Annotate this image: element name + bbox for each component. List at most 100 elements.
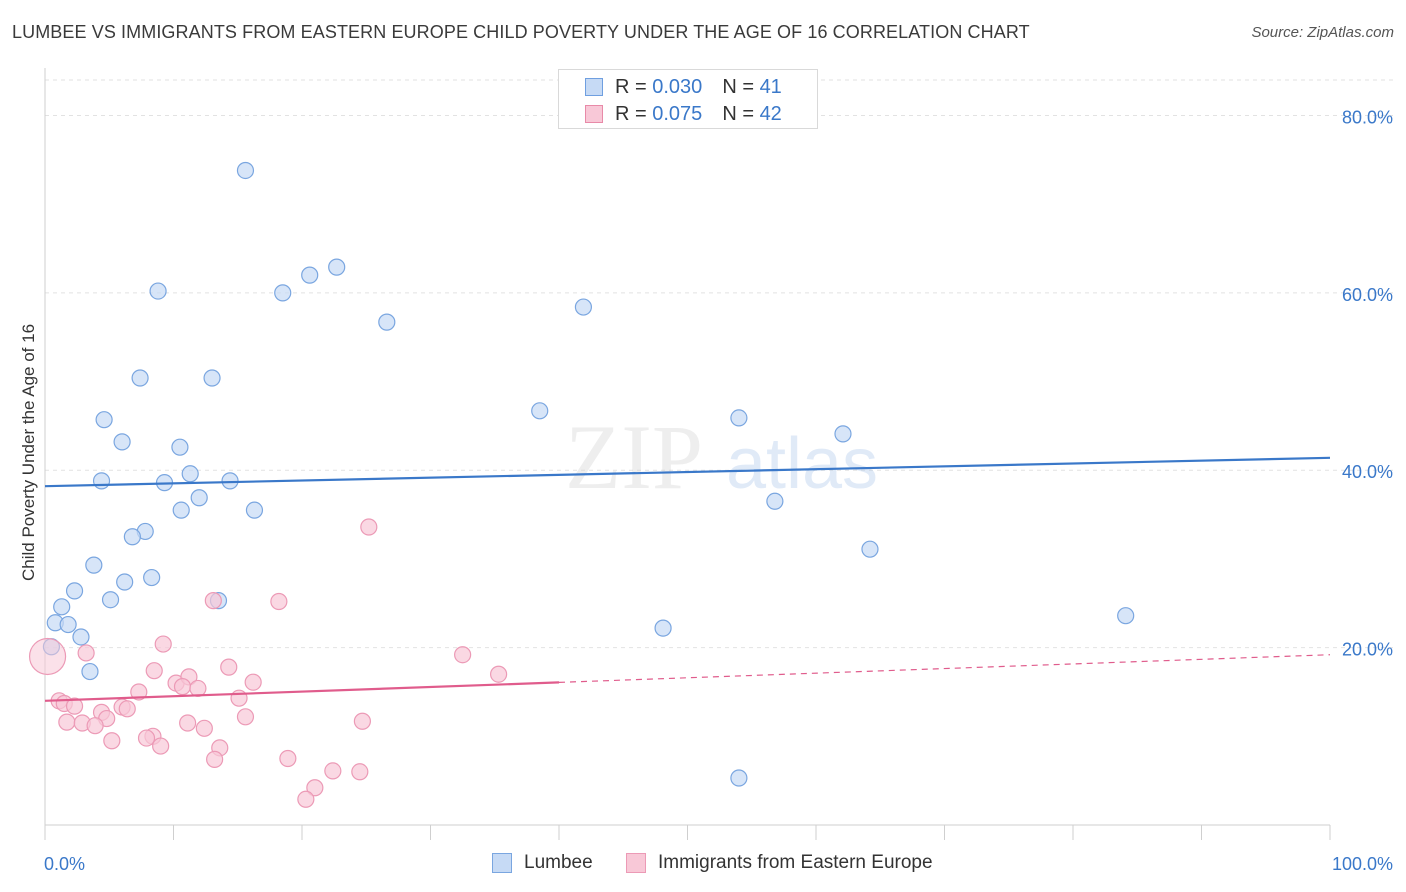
series-legend: Lumbee Immigrants from Eastern Europe	[0, 852, 1406, 878]
lumbee-point	[730, 769, 748, 787]
lumbee-point	[274, 284, 292, 302]
x-tick-label: 100.0%	[1332, 854, 1393, 874]
immigrants-point	[65, 697, 84, 715]
axes	[44, 68, 1331, 840]
r-value: 0.075	[652, 102, 703, 125]
r-label: R =	[615, 75, 647, 98]
n-label: N =	[722, 75, 754, 98]
lumbee-point	[378, 313, 396, 331]
immigrants-point	[173, 678, 192, 696]
legend-item-lumbee[interactable]: Lumbee	[492, 852, 593, 874]
lumbee-point	[171, 438, 189, 456]
immigrants-swatch	[585, 105, 603, 123]
y-tick-label: 20.0%	[1342, 640, 1393, 660]
chart-title: LUMBEE VS IMMIGRANTS FROM EASTERN EUROPE…	[12, 22, 1030, 42]
lumbee-point	[245, 501, 264, 519]
immigrants-point	[86, 717, 104, 735]
lumbee-point	[101, 591, 120, 609]
immigrants-point	[204, 592, 222, 610]
lumbee-point	[328, 258, 346, 276]
immigrants-point	[351, 763, 369, 781]
lumbee-point	[301, 266, 319, 284]
axis-labels: 20.0% 40.0% 60.0% 80.0% 0.0% 100.0% Child Pove…	[19, 107, 1393, 874]
y-tick-label: 40.0%	[1342, 462, 1393, 482]
lumbee-point	[131, 369, 149, 387]
lumbee-point	[53, 598, 71, 616]
immigrants-point	[490, 665, 508, 683]
lumbee-point	[730, 409, 748, 427]
watermark-zip: ZIP	[565, 406, 703, 508]
lumbee-point	[95, 411, 113, 429]
immigrants-point	[118, 700, 136, 718]
lumbee-point	[143, 568, 161, 587]
lumbee-point	[531, 402, 549, 420]
immigrants-point	[58, 713, 76, 731]
immigrants-point	[220, 658, 238, 676]
lumbee-point	[181, 465, 199, 483]
lumbee-point	[81, 662, 99, 681]
legend-item-immigrants[interactable]: Immigrants from Eastern Europe	[626, 852, 933, 874]
lumbee-point	[1117, 607, 1135, 625]
lumbee-point	[861, 540, 879, 558]
trend-line-immigrants-extrapolated	[558, 654, 1331, 683]
immigrants-point	[244, 673, 262, 691]
immigrants-point	[206, 750, 224, 768]
lumbee-point	[59, 615, 77, 634]
source-label: Source: ZipAtlas.com	[1251, 24, 1394, 41]
lumbee-point	[72, 628, 90, 646]
lumbee-point	[149, 282, 167, 300]
immigrants-point	[306, 779, 324, 797]
immigrants-point	[279, 749, 297, 768]
lumbee-swatch	[492, 853, 512, 873]
x-tick-label: 0.0%	[44, 854, 85, 874]
trend-line-immigrants	[44, 681, 560, 702]
lumbee-point	[190, 489, 208, 507]
lumbee-point	[834, 425, 852, 443]
legend-label: Lumbee	[524, 852, 593, 873]
immigrants-point	[77, 644, 95, 662]
lumbee-point	[221, 472, 239, 490]
lumbee-point	[65, 582, 84, 600]
immigrants-point	[154, 635, 172, 653]
immigrants-point	[195, 719, 213, 737]
immigrants-point	[454, 646, 472, 664]
lumbee-point	[654, 619, 672, 637]
lumbee-point	[172, 501, 190, 519]
stats-row-immigrants: R = 0.075 N = 42	[585, 102, 782, 126]
y-tick-label: 80.0%	[1342, 107, 1393, 127]
immigrants-point	[145, 662, 163, 680]
immigrants-point	[324, 762, 342, 780]
r-label: R =	[615, 102, 647, 125]
lumbee-point	[203, 369, 221, 387]
lumbee-point	[236, 161, 255, 180]
stats-row-lumbee: R = 0.030 N = 41	[585, 75, 782, 99]
immigrants-swatch	[626, 853, 646, 873]
lumbee-point	[766, 492, 784, 510]
y-tick-label: 60.0%	[1342, 285, 1393, 305]
lumbee-point	[123, 528, 141, 546]
watermark: ZIP atlas	[565, 406, 878, 508]
immigrants-point	[189, 679, 207, 698]
lumbee-point	[116, 573, 134, 591]
immigrants-point	[270, 592, 288, 611]
trend-line-lumbee	[44, 456, 1331, 488]
n-value: 41	[759, 75, 782, 98]
immigrants-point	[360, 518, 378, 536]
watermark-atlas: atlas	[726, 424, 878, 504]
immigrants-point	[297, 790, 315, 808]
immigrants-point	[130, 683, 148, 701]
immigrants-point	[137, 729, 156, 747]
immigrants-point	[152, 737, 170, 755]
legend-label: Immigrants from Eastern Europe	[658, 852, 933, 873]
n-label: N =	[722, 102, 754, 125]
immigrants-point	[353, 712, 371, 730]
immigrants-point	[179, 714, 197, 732]
stats-legend: R = 0.030 N = 41 R = 0.075 N = 42	[558, 69, 818, 129]
immigrants-point	[236, 708, 255, 726]
r-value: 0.030	[652, 75, 703, 98]
lumbee-point	[92, 472, 111, 490]
immigrants-point	[103, 732, 121, 750]
lumbee-point	[85, 556, 103, 574]
n-value: 42	[759, 102, 782, 125]
